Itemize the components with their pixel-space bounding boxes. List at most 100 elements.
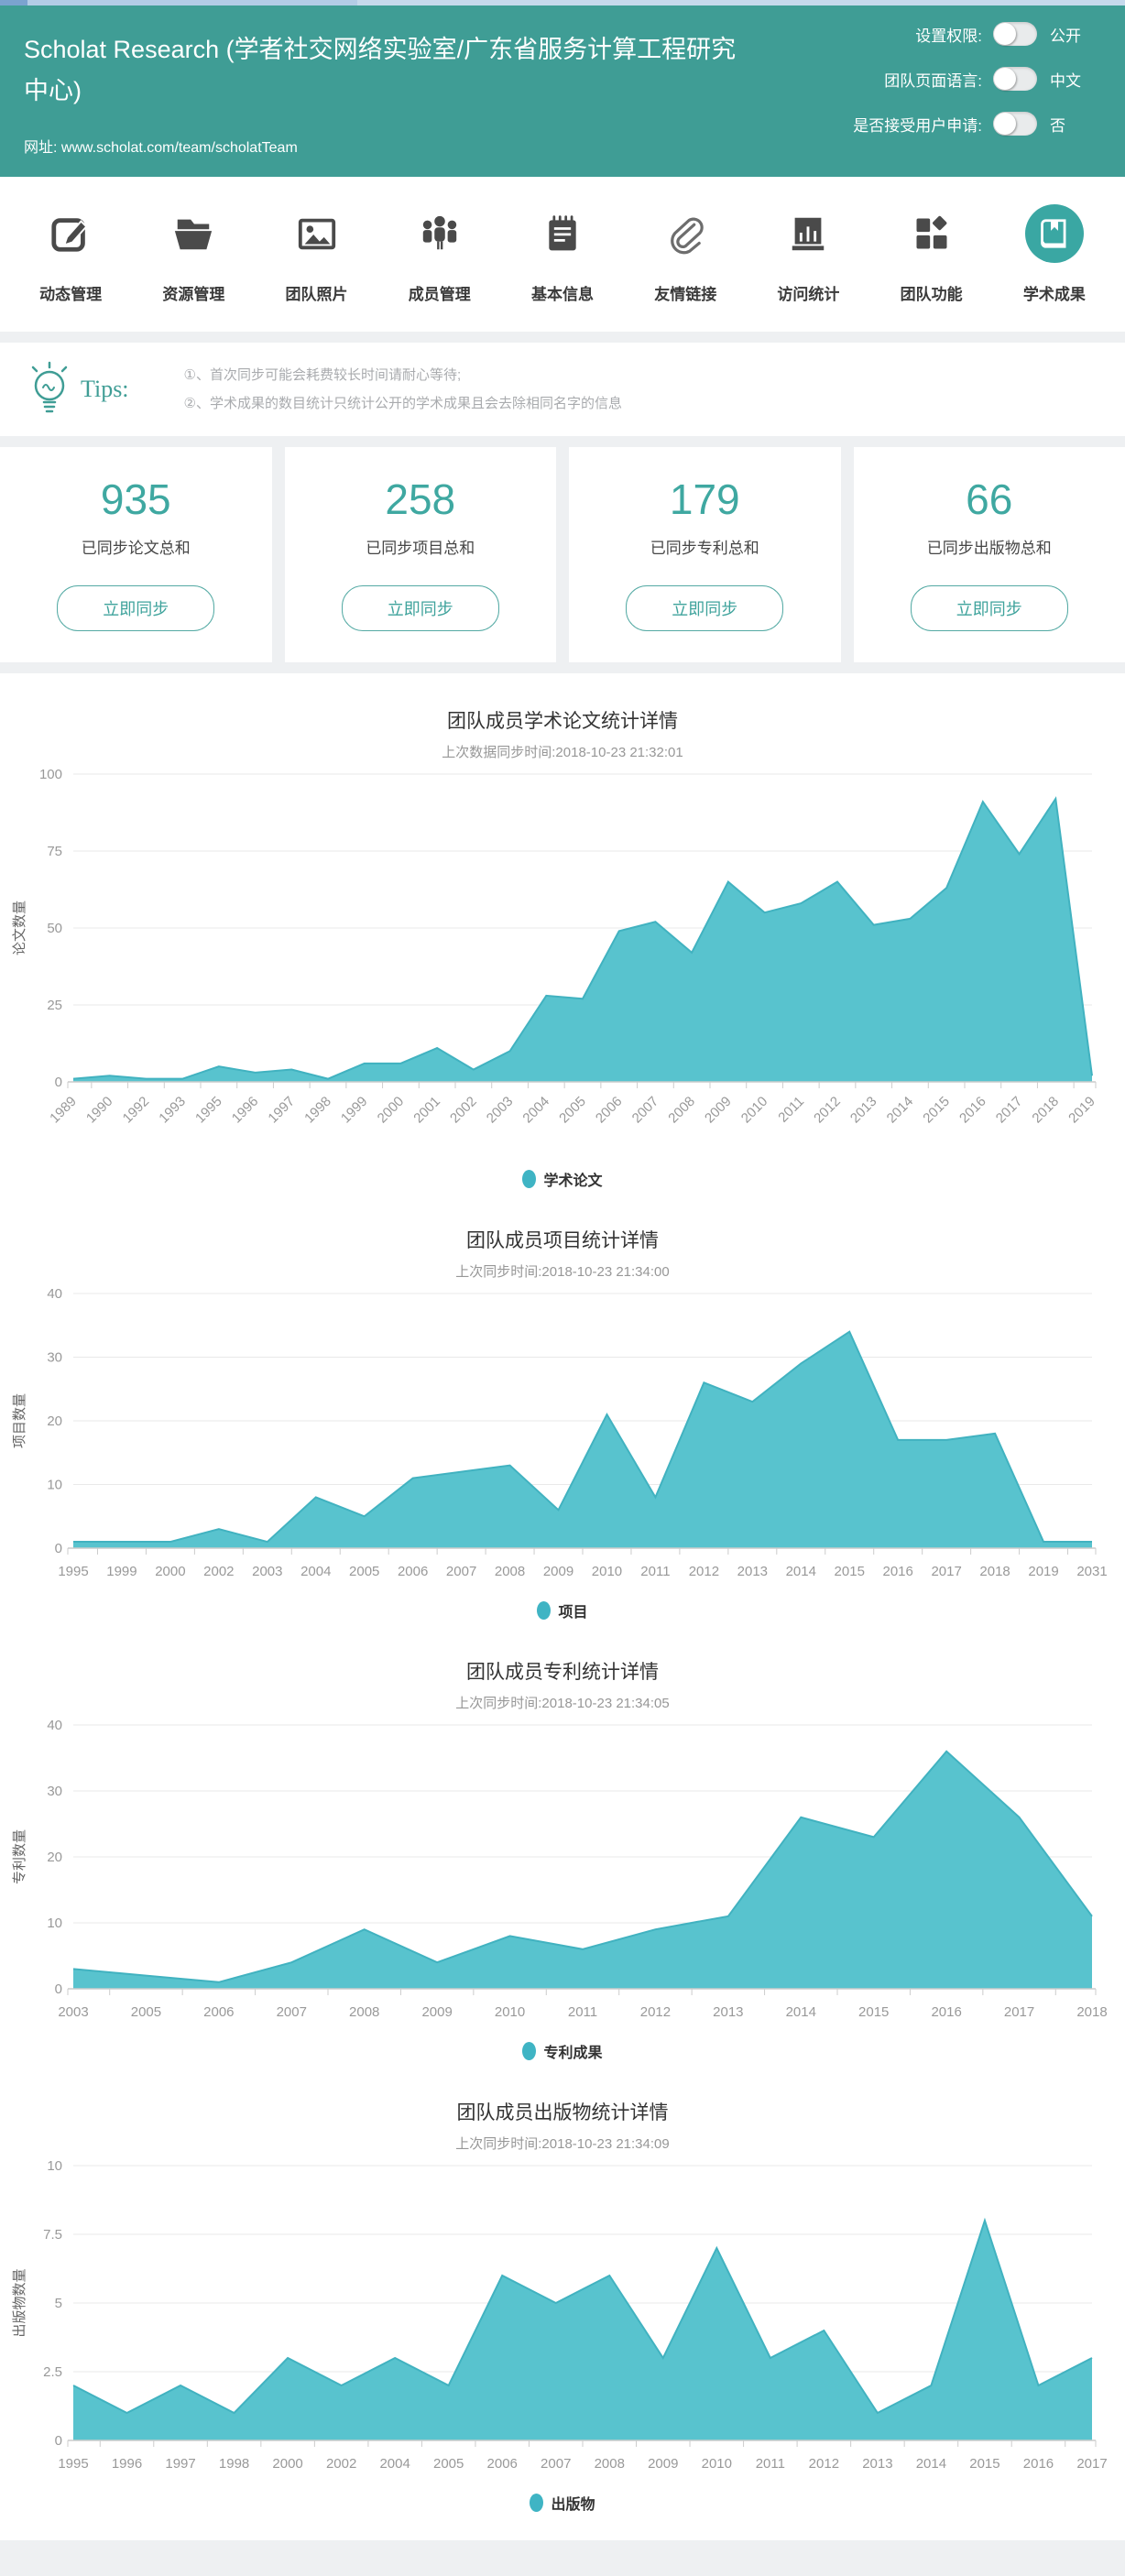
svg-text:2007: 2007: [629, 1094, 662, 1127]
team-header: Scholat Research (学者社交网络实验室/广东省服务计算工程研究中…: [0, 5, 1125, 178]
svg-text:2000: 2000: [272, 2456, 302, 2472]
chart-plot-area: 0 10 20 30 40 2003 2005 2006 2007 2008 2009 2010 201…: [0, 1716, 1125, 2036]
paperclip-icon: [665, 213, 705, 255]
legend-dot-icon: [530, 2494, 544, 2513]
svg-text:2007: 2007: [446, 1564, 476, 1579]
svg-text:2003: 2003: [252, 1564, 282, 1579]
chart-legend[interactable]: 学术论文: [0, 1165, 1125, 1193]
svg-text:2006: 2006: [203, 2004, 234, 2020]
svg-text:项目数量: 项目数量: [12, 1393, 27, 1448]
svg-text:2009: 2009: [543, 1564, 573, 1579]
svg-text:2017: 2017: [1004, 2004, 1034, 2020]
svg-text:2016: 2016: [956, 1094, 989, 1127]
tips-head: Tips:: [26, 360, 129, 420]
svg-text:2012: 2012: [811, 1094, 844, 1127]
toggle-value: 否: [1050, 116, 1065, 135]
nav-item-label: 基本信息: [530, 286, 594, 304]
svg-text:7.5: 7.5: [43, 2227, 62, 2243]
nav-item-stats[interactable]: 访问统计: [747, 201, 869, 304]
chart-legend[interactable]: 专利成果: [0, 2037, 1125, 2065]
svg-text:2014: 2014: [916, 2456, 946, 2472]
toggle-switch[interactable]: [993, 22, 1037, 46]
chart-subtitle: 上次同步时间:2018-10-23 21:34:09: [455, 2136, 670, 2153]
nav-item-folder[interactable]: 资源管理: [132, 201, 255, 304]
nav-icon-wrap: [132, 201, 255, 267]
sync-now-button[interactable]: 立即同步: [626, 585, 784, 632]
nav-icon-wrap: [9, 201, 132, 267]
browser-edge-strip: [0, 0, 1125, 5]
svg-text:专利数量: 专利数量: [12, 1829, 27, 1884]
chart-subtitle: 上次数据同步时间:2018-10-23 21:32:01: [442, 745, 683, 761]
sync-now-button[interactable]: 立即同步: [57, 585, 215, 632]
nav-item-members[interactable]: 成员管理: [378, 201, 501, 304]
chart-plot-area: 0 2.5 5 7.5 10 1995 1996 1997 1998 2000 2002 2004 20…: [0, 2156, 1125, 2487]
nav-item-notepad[interactable]: 基本信息: [501, 201, 624, 304]
svg-text:2014: 2014: [786, 2004, 816, 2020]
svg-text:2008: 2008: [349, 2004, 379, 2020]
chart-legend[interactable]: 出版物: [0, 2489, 1125, 2516]
chart-block: 团队成员专利统计详情 上次同步时间:2018-10-23 21:34:05 0 10 2…: [0, 1624, 1125, 2065]
svg-text:1999: 1999: [338, 1094, 371, 1127]
nav-item-book[interactable]: 学术成果: [993, 201, 1116, 304]
toggle-row: 团队页面语言: 中文: [853, 67, 1098, 91]
svg-text:2.5: 2.5: [43, 2364, 62, 2380]
sync-now-button[interactable]: 立即同步: [910, 585, 1068, 632]
svg-text:20: 20: [47, 1850, 62, 1865]
svg-text:2010: 2010: [702, 2456, 732, 2472]
nav-item-grid[interactable]: 团队功能: [870, 201, 993, 304]
nav-icon-wrap: [747, 201, 869, 267]
sync-now-button[interactable]: 立即同步: [341, 585, 499, 632]
toggle-switch[interactable]: [993, 112, 1037, 136]
svg-text:10: 10: [47, 2158, 62, 2174]
svg-text:2005: 2005: [349, 1564, 379, 1579]
charts-section: 团队成员学术论文统计详情上次数据同步时间:2018-10-23 21:32:01…: [0, 673, 1125, 2541]
nav-icon-wrap: [255, 201, 377, 267]
chart-block: 团队成员项目统计详情 上次同步时间:2018-10-23 21:34:00 0 10 2…: [0, 1193, 1125, 1624]
svg-text:2018: 2018: [1029, 1094, 1062, 1127]
tips-line-2: ②、学术成果的数目统计只统计公开的学术成果且会去除相同名字的信息: [183, 396, 622, 412]
legend-label: 出版物: [551, 2497, 595, 2514]
svg-text:5: 5: [55, 2296, 62, 2311]
svg-text:75: 75: [47, 844, 62, 859]
toggle-switch[interactable]: [993, 67, 1037, 91]
chart-title: 团队成员学术论文统计详情: [447, 711, 678, 733]
stat-value: 258: [385, 475, 456, 524]
toggle-label: 设置权限:: [915, 27, 982, 45]
chart-block: 团队成员出版物统计详情 上次同步时间:2018-10-23 21:34:09 0 2.…: [0, 2065, 1125, 2516]
nav-item-paperclip[interactable]: 友情链接: [624, 201, 747, 304]
svg-text:2013: 2013: [713, 2004, 743, 2020]
toggle-row: 设置权限: 公开: [853, 22, 1098, 46]
svg-text:2004: 2004: [519, 1094, 552, 1127]
nav-item-edit[interactable]: 动态管理: [9, 201, 132, 304]
svg-text:2011: 2011: [640, 1564, 670, 1579]
svg-text:2018: 2018: [979, 1564, 1010, 1579]
photo-icon: [295, 213, 339, 255]
svg-text:2019: 2019: [1065, 1094, 1098, 1127]
team-title: Scholat Research (学者社交网络实验室/广东省服务计算工程研究中…: [24, 36, 737, 104]
svg-text:2014: 2014: [786, 1564, 816, 1579]
svg-text:2004: 2004: [300, 1564, 331, 1579]
svg-text:1995: 1995: [192, 1094, 225, 1127]
legend-label: 专利成果: [543, 2046, 603, 2062]
svg-text:1989: 1989: [47, 1094, 80, 1127]
toggle-label: 团队页面语言:: [884, 71, 982, 90]
legend-dot-icon: [537, 1601, 552, 1621]
svg-text:1997: 1997: [165, 2456, 195, 2472]
chart-block: 团队成员学术论文统计详情上次数据同步时间:2018-10-23 21:32:01…: [0, 673, 1125, 1193]
chart-legend[interactable]: 项目: [0, 1597, 1125, 1624]
nav-item-photo[interactable]: 团队照片: [255, 201, 377, 304]
stat-card: 179 已同步专利总和 立即同步: [569, 447, 841, 663]
legend-label: 学术论文: [543, 1173, 603, 1190]
toggle-knob: [994, 23, 1016, 45]
svg-text:1990: 1990: [83, 1094, 116, 1127]
svg-text:0: 0: [55, 1541, 62, 1556]
stat-label: 已同步专利总和: [650, 540, 759, 558]
nav-icon-wrap: [624, 201, 747, 267]
svg-text:2003: 2003: [484, 1094, 517, 1127]
nav-item-label: 动态管理: [39, 286, 103, 304]
svg-text:2009: 2009: [421, 2004, 452, 2020]
svg-text:2008: 2008: [665, 1094, 698, 1127]
browser-edge-strip-segment: [0, 0, 27, 5]
svg-text:2002: 2002: [447, 1094, 480, 1127]
stat-card: 258 已同步项目总和 立即同步: [284, 447, 556, 663]
